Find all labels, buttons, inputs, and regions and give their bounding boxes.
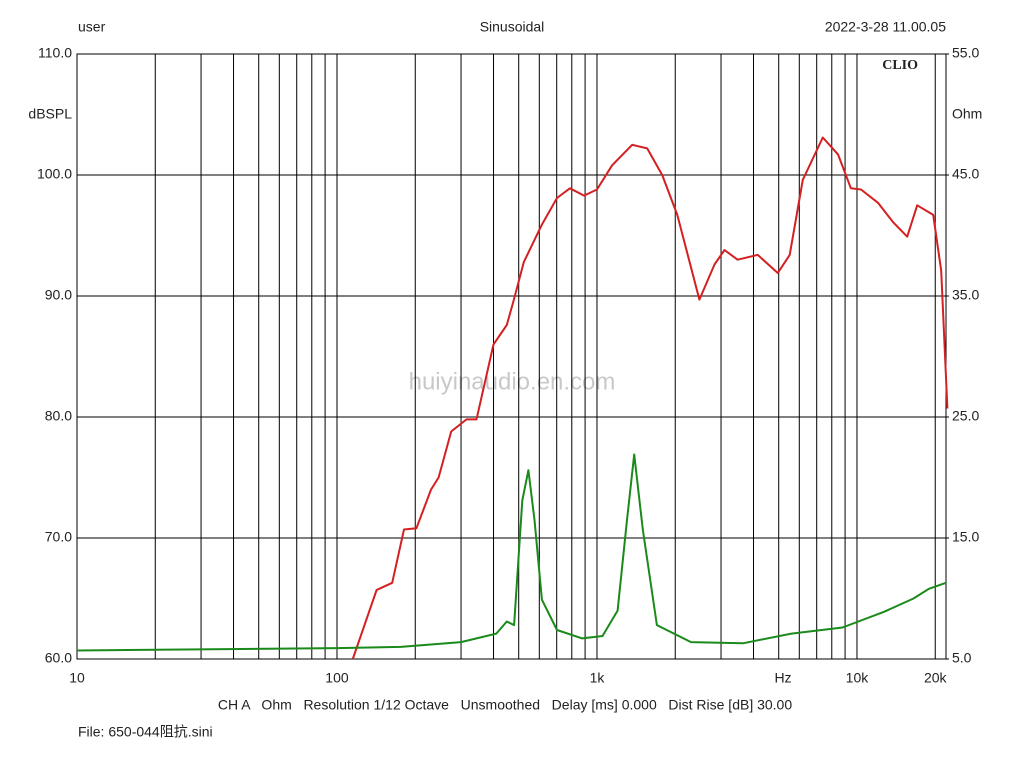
x-tick-label: 100 (325, 670, 349, 686)
y2-tick-label: 45.0 (952, 166, 979, 182)
y2-axis-label: Ohm (952, 106, 982, 122)
y-tick-label: 90.0 (45, 287, 72, 303)
header-right: 2022-3-28 11.00.05 (825, 19, 946, 35)
data-line (351, 136, 949, 660)
data-line (76, 453, 947, 652)
y2-tick-label: 25.0 (952, 408, 979, 424)
file-name: File: 650-044阻抗.sini (78, 724, 213, 740)
x-tick-label: 1k (590, 670, 606, 686)
header-left: user (78, 19, 106, 35)
y2-tick-label: 5.0 (952, 650, 972, 666)
y-tick-label: 70.0 (45, 529, 72, 545)
x-tick-label: 10k (846, 670, 870, 686)
watermark: huiyinaudio.en.com (409, 368, 616, 395)
y-tick-label: 110.0 (38, 45, 72, 61)
y-axis-label: dBSPL (28, 106, 72, 122)
y2-tick-label: 35.0 (952, 287, 979, 303)
x-tick-label: 10 (69, 670, 85, 686)
brand: CLIO (882, 58, 918, 73)
y2-tick-label: 15.0 (952, 529, 979, 545)
chart-title: Sinusoidal (480, 19, 545, 35)
y-tick-label: 60.0 (45, 650, 72, 666)
x-unit: Hz (774, 670, 791, 686)
y-tick-label: 100.0 (37, 166, 72, 182)
y2-tick-label: 55.0 (952, 45, 979, 61)
x-tick-label: 20k (924, 670, 948, 686)
y-tick-label: 80.0 (45, 408, 72, 424)
footer: CH A Ohm Resolution 1/12 Octave Unsmooth… (218, 697, 792, 713)
